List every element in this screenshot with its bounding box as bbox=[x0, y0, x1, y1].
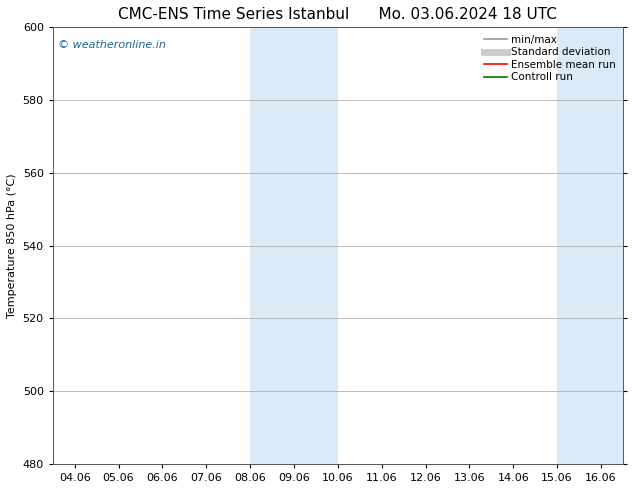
Title: CMC-ENS Time Series Istanbul      Mo. 03.06.2024 18 UTC: CMC-ENS Time Series Istanbul Mo. 03.06.2… bbox=[119, 7, 557, 22]
Text: © weatheronline.in: © weatheronline.in bbox=[58, 40, 166, 50]
Bar bbox=[557, 27, 623, 464]
Y-axis label: Temperature 850 hPa (°C): Temperature 850 hPa (°C) bbox=[7, 173, 17, 318]
Bar bbox=[250, 27, 338, 464]
Legend: min/max, Standard deviation, Ensemble mean run, Controll run: min/max, Standard deviation, Ensemble me… bbox=[479, 30, 620, 87]
